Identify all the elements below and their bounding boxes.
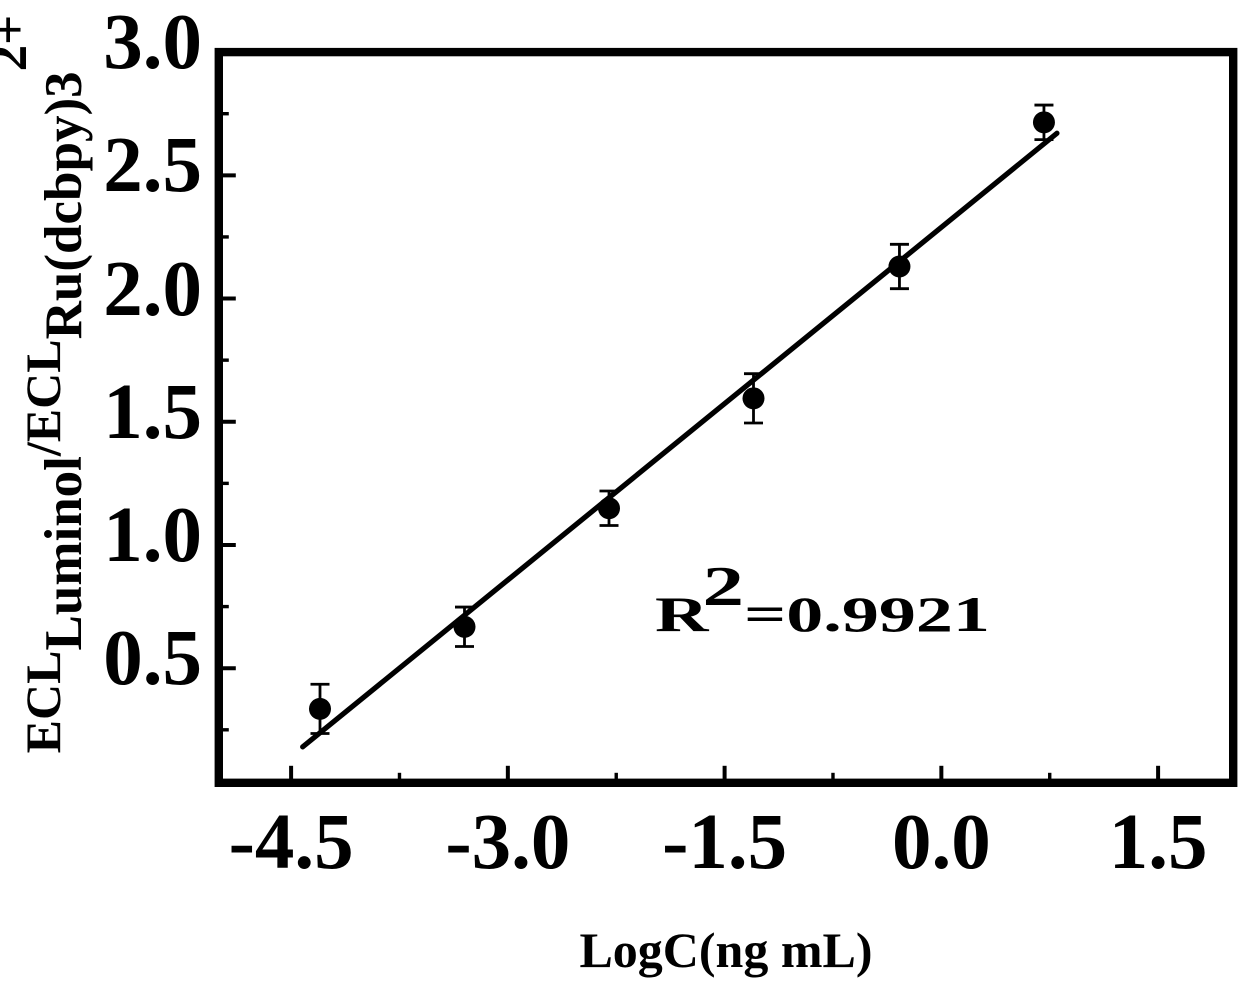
svg-text:-1.5: -1.5	[662, 799, 787, 886]
svg-text:3.0: 3.0	[103, 0, 202, 86]
svg-text:1.5: 1.5	[1109, 799, 1208, 886]
svg-text:-3.0: -3.0	[445, 799, 570, 886]
svg-text:ECLLuminol/ECLRu(dcbpy)32+: ECLLuminol/ECLRu(dcbpy)32+	[0, 15, 93, 754]
svg-text:0.0: 0.0	[892, 799, 991, 886]
svg-text:2.0: 2.0	[103, 246, 202, 333]
svg-text:2.5: 2.5	[103, 122, 202, 209]
svg-text:-4.5: -4.5	[229, 799, 354, 886]
svg-text:LogC(ng mL): LogC(ng mL)	[579, 922, 872, 978]
svg-text:1.0: 1.0	[103, 492, 202, 579]
svg-text:0.5: 0.5	[103, 615, 202, 702]
svg-text:1.5: 1.5	[103, 369, 202, 456]
svg-text:R2=0.9921: R 2 =0.9921	[655, 556, 990, 642]
